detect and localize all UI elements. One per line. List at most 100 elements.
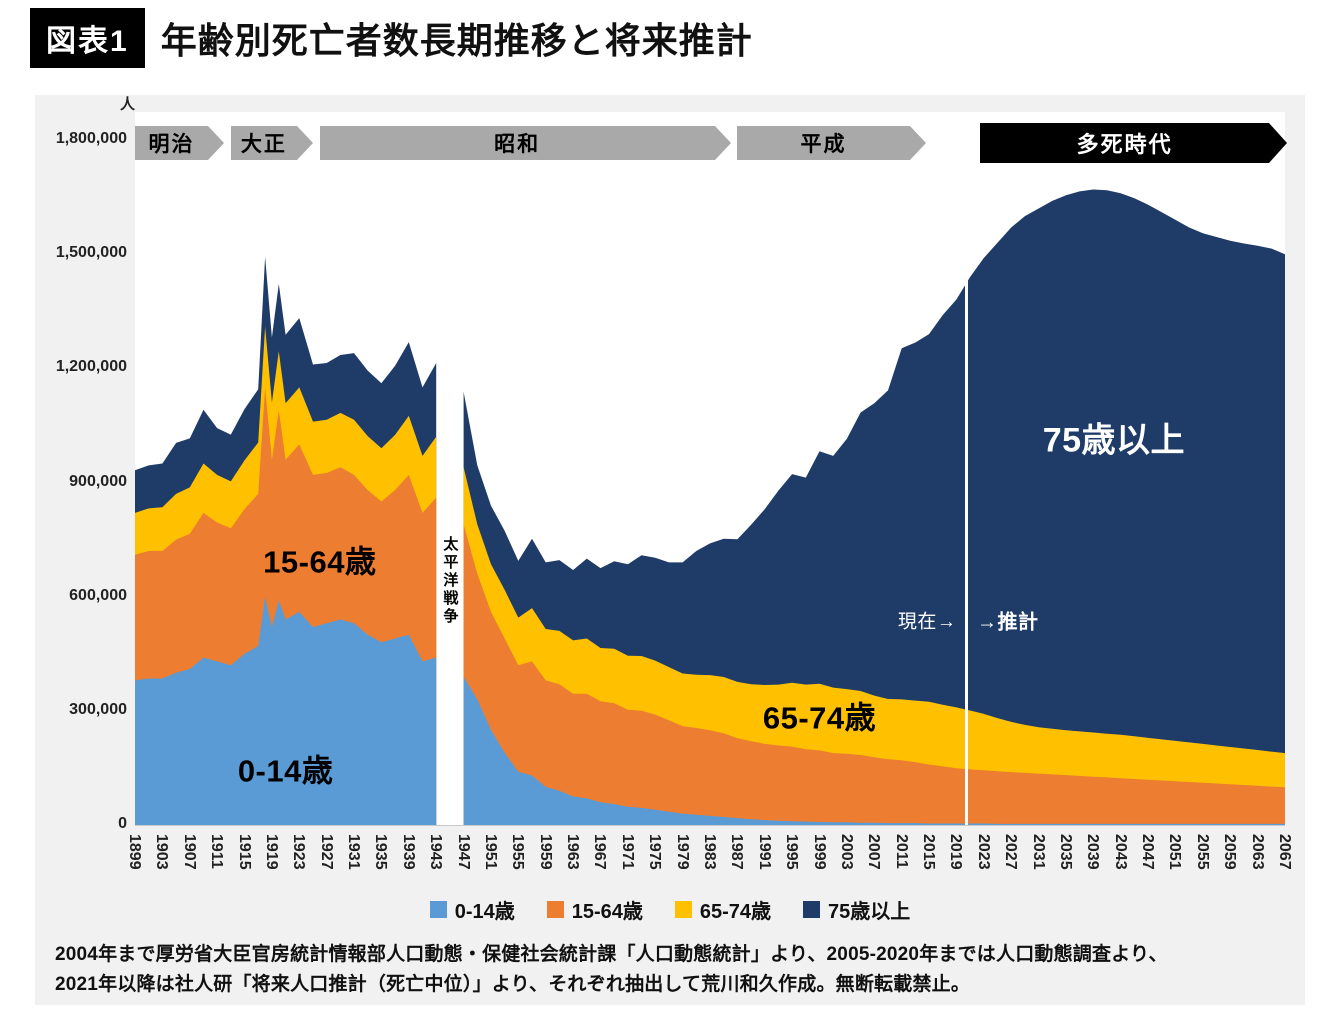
projection-label: →推計	[976, 611, 1039, 633]
x-tick-label: 2015	[920, 834, 938, 870]
x-tick-label: 2047	[1139, 834, 1157, 870]
x-tick-label: 2011	[892, 834, 910, 869]
chart-legend: 0-14歳 15-64歳 65-74歳 75歳以上	[35, 895, 1305, 924]
x-tick-label: 2027	[1002, 834, 1020, 870]
x-tick-label: 1983	[701, 834, 718, 870]
era-arrow-label: 昭和	[494, 133, 541, 156]
x-tick-label: 2023	[974, 834, 992, 870]
area-label-75-plus: 75歳以上	[1042, 421, 1186, 460]
x-tick-label: 1967	[591, 834, 609, 870]
x-tick-label: 1939	[399, 834, 417, 870]
x-tick-label: 2067	[1276, 834, 1293, 870]
source-line-1: 2004年まで厚労省大臣官房統計情報部人口動態・保健社会統計課「人口動態統計」よ…	[55, 944, 1168, 965]
legend-label: 65-74歳	[699, 901, 772, 923]
legend-swatch-age-65-74	[674, 901, 692, 918]
x-tick-label: 1995	[783, 834, 801, 870]
x-tick-label: 1927	[317, 834, 335, 870]
x-tick-label: 1947	[454, 834, 472, 870]
era-arrow-tip	[714, 126, 731, 160]
x-tick-label: 2003	[837, 834, 855, 870]
figure-header: 図表1 年齢別死亡者数長期推移と将来推計	[30, 8, 753, 68]
y-tick-label: 900,000	[69, 472, 127, 490]
x-tick-label: 2007	[865, 834, 883, 870]
area-label-15-64: 15-64歳	[263, 544, 377, 580]
x-tick-label: 1931	[345, 834, 363, 870]
legend-swatch-age-15-64	[546, 901, 564, 918]
x-tick-label: 1999	[810, 834, 828, 870]
era-arrow-showa: 昭和	[319, 126, 731, 160]
y-axis-unit-label: 人	[119, 96, 135, 113]
x-tick-label: 1951	[481, 834, 499, 870]
era-arrow-label: 明治	[148, 133, 195, 156]
x-tick-label: 2051	[1166, 834, 1184, 870]
x-axis-line	[135, 825, 1285, 826]
projection-divider-line	[965, 140, 969, 825]
chart-panel: 人 0 300,000 600,000 900,000 1,200,000 1,500,0…	[35, 95, 1305, 1005]
y-tick-label: 1,500,000	[55, 244, 127, 262]
x-tick-label: 1919	[262, 834, 280, 870]
x-tick-label: 1971	[618, 834, 636, 870]
legend-item-age-15-64: 15-64歳	[546, 895, 643, 924]
era-arrow-tip	[909, 126, 926, 160]
x-tick-label: 1903	[153, 834, 171, 870]
era-arrow-tip	[207, 126, 224, 160]
era-arrow-label: 平成	[800, 133, 847, 156]
area-segment2-age-15-64	[463, 524, 1285, 825]
legend-label: 0-14歳	[454, 901, 515, 923]
x-tick-label: 2059	[1221, 834, 1239, 870]
x-tick-label: 2055	[1193, 834, 1211, 870]
x-tick-label: 1899	[126, 834, 143, 870]
x-tick-label: 1955	[509, 834, 527, 870]
x-tick-label: 1979	[673, 834, 691, 870]
legend-label: 15-64歳	[571, 901, 643, 923]
era-arrow-label: 多死時代	[1076, 132, 1173, 157]
x-tick-label: 2035	[1056, 834, 1074, 870]
area-chart-svg	[135, 189, 1285, 825]
era-arrow-tip	[1268, 123, 1287, 163]
x-tick-label: 1907	[180, 834, 198, 870]
legend-label: 75歳以上	[828, 901, 911, 923]
x-tick-label: 1915	[235, 834, 253, 870]
current-label: 現在→	[897, 611, 957, 632]
era-arrow-meiji: 明治	[135, 126, 224, 160]
y-tick-label: 1,200,000	[55, 358, 127, 376]
x-tick-label: 2019	[947, 834, 965, 870]
legend-swatch-age-75-plus	[803, 901, 821, 918]
x-tick-label: 2043	[1111, 834, 1129, 870]
area-segment2-age-75-plus	[463, 189, 1285, 825]
x-tick-label: 1911	[208, 834, 226, 869]
legend-item-age-65-74: 65-74歳	[674, 895, 772, 924]
legend-swatch-age-0-14	[429, 901, 447, 918]
pacific-war-label: 太平洋戦争	[441, 536, 459, 627]
x-tick-label: 1935	[372, 834, 390, 870]
area-segment2-age-0-14	[463, 676, 1285, 825]
x-tick-label: 1963	[564, 834, 582, 870]
figure-title: 年齢別死亡者数長期推移と将来推計	[160, 20, 753, 61]
x-tick-label: 1987	[728, 834, 746, 870]
era-arrow-tashi-jidai: 多死時代	[980, 123, 1287, 163]
era-arrow-heisei: 平成	[737, 126, 926, 160]
area-segment1-age-0-14	[135, 596, 437, 825]
x-tick-label: 2039	[1084, 834, 1102, 870]
source-note: 2004年まで厚労省大臣官房統計情報部人口動態・保健社会統計課「人口動態統計」よ…	[55, 940, 1168, 1001]
x-tick-label: 2031	[1029, 834, 1047, 870]
legend-item-age-75-plus: 75歳以上	[803, 895, 910, 924]
y-tick-label: 0	[118, 815, 127, 832]
x-tick-label: 1959	[536, 834, 554, 870]
y-tick-label: 300,000	[69, 700, 127, 718]
x-tick-label: 2063	[1248, 834, 1266, 870]
area-label-65-74: 65-74歳	[762, 700, 877, 736]
area-label-0-14: 0-14歳	[237, 753, 334, 789]
era-arrow-tip	[296, 126, 313, 160]
x-tick-label: 1923	[290, 834, 308, 870]
era-arrow-taisho: 大正	[230, 126, 313, 160]
x-tick-label: 1975	[646, 834, 664, 870]
y-tick-label: 600,000	[69, 586, 127, 604]
figure-badge: 図表1	[30, 8, 145, 68]
era-arrow-label: 大正	[240, 133, 287, 156]
y-tick-label: 1,800,000	[55, 130, 127, 147]
x-tick-label: 1943	[427, 834, 445, 870]
x-tick-label: 1991	[755, 834, 773, 870]
source-line-2: 2021年以降は社人研「将来人口推計（死亡中位）」より、それぞれ抽出して荒川和久…	[55, 974, 971, 996]
